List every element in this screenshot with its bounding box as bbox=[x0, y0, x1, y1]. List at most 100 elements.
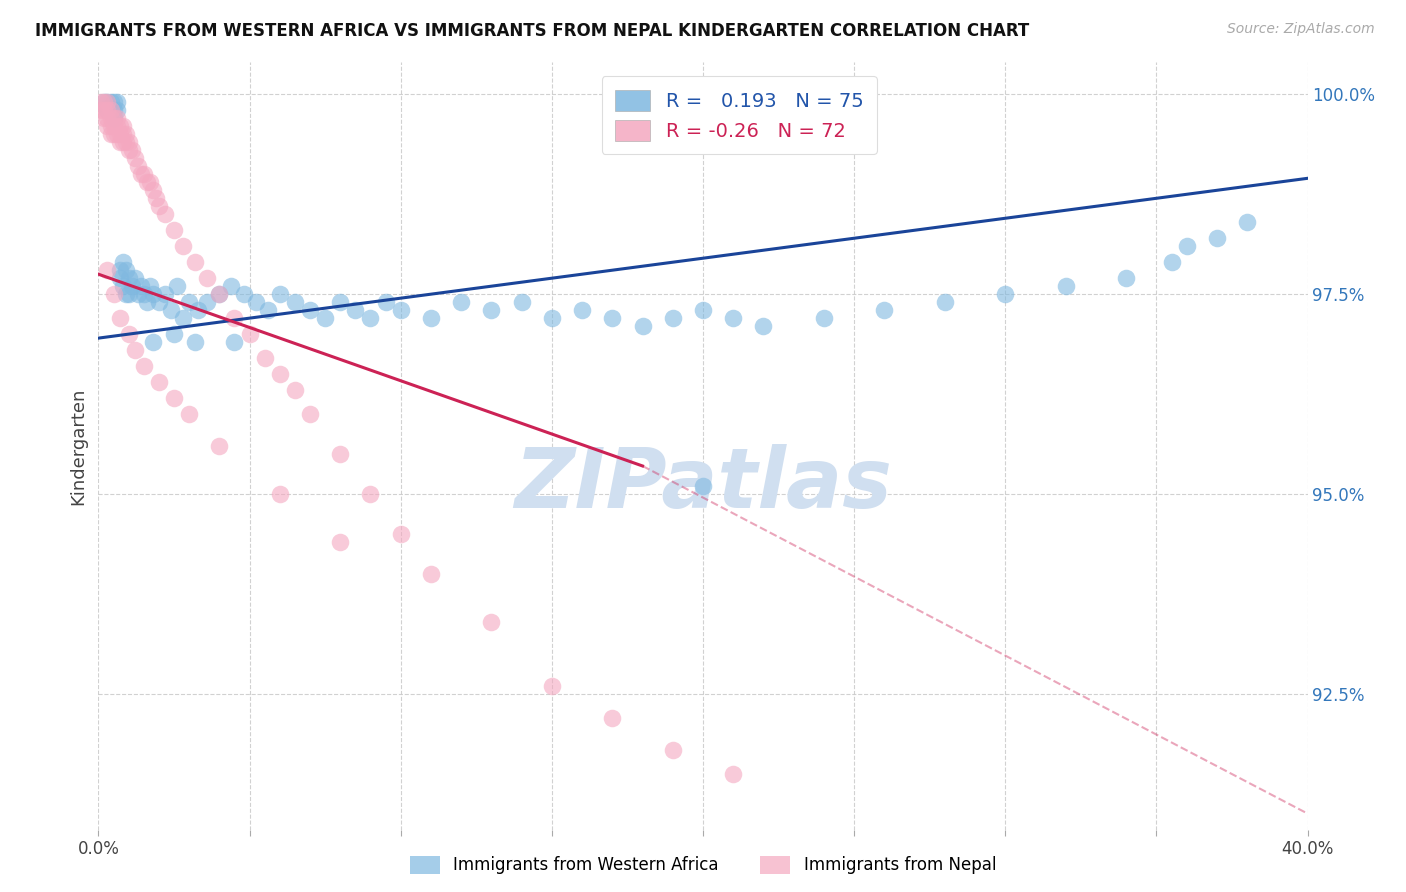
Point bbox=[994, 287, 1017, 301]
Point bbox=[239, 327, 262, 342]
Point bbox=[105, 128, 128, 142]
Point bbox=[114, 263, 136, 277]
Point bbox=[208, 287, 231, 301]
Point bbox=[631, 319, 654, 334]
Point bbox=[172, 311, 194, 326]
Point bbox=[96, 263, 118, 277]
Point bbox=[374, 295, 396, 310]
Point bbox=[450, 295, 472, 310]
Point bbox=[299, 407, 322, 421]
Point bbox=[163, 327, 186, 342]
Point bbox=[121, 279, 143, 293]
Point bbox=[148, 199, 170, 213]
Point bbox=[284, 295, 307, 310]
Point bbox=[105, 103, 128, 118]
Point bbox=[139, 279, 162, 293]
Point bbox=[145, 191, 167, 205]
Point bbox=[111, 120, 134, 134]
Point bbox=[111, 136, 134, 150]
Point bbox=[224, 335, 246, 350]
Point bbox=[148, 295, 170, 310]
Point bbox=[96, 112, 118, 126]
Point bbox=[148, 375, 170, 389]
Point bbox=[100, 95, 122, 110]
Point bbox=[142, 287, 165, 301]
Point bbox=[540, 679, 562, 693]
Point bbox=[269, 367, 291, 381]
Point bbox=[111, 255, 134, 269]
Point bbox=[118, 287, 141, 301]
Point bbox=[221, 279, 243, 293]
Point bbox=[111, 128, 134, 142]
Point bbox=[96, 120, 118, 134]
Point bbox=[360, 311, 382, 326]
Point bbox=[108, 271, 131, 285]
Point bbox=[90, 95, 112, 110]
Point bbox=[873, 303, 896, 318]
Point bbox=[118, 144, 141, 158]
Point bbox=[142, 183, 165, 197]
Point bbox=[163, 223, 186, 237]
Point bbox=[661, 742, 683, 756]
Point bbox=[284, 383, 307, 397]
Point bbox=[105, 120, 128, 134]
Point bbox=[1236, 215, 1258, 229]
Point bbox=[253, 351, 276, 365]
Point bbox=[108, 128, 131, 142]
Point bbox=[692, 303, 714, 318]
Point bbox=[172, 239, 194, 253]
Point bbox=[314, 311, 336, 326]
Point bbox=[124, 152, 146, 166]
Point bbox=[100, 103, 122, 118]
Point bbox=[118, 271, 141, 285]
Point bbox=[195, 295, 218, 310]
Point bbox=[132, 287, 155, 301]
Point bbox=[96, 95, 118, 110]
Point bbox=[118, 136, 141, 150]
Point bbox=[118, 327, 141, 342]
Point bbox=[103, 112, 125, 126]
Point bbox=[129, 279, 152, 293]
Point bbox=[187, 303, 209, 318]
Point bbox=[103, 103, 125, 118]
Point bbox=[1160, 255, 1182, 269]
Point bbox=[127, 287, 149, 301]
Point bbox=[114, 136, 136, 150]
Point bbox=[129, 167, 152, 181]
Point bbox=[1206, 231, 1229, 245]
Point bbox=[481, 615, 503, 629]
Point bbox=[108, 311, 131, 326]
Legend: R =   0.193   N = 75, R = -0.26   N = 72: R = 0.193 N = 75, R = -0.26 N = 72 bbox=[602, 76, 877, 154]
Point bbox=[602, 311, 624, 326]
Point bbox=[111, 279, 134, 293]
Point bbox=[96, 103, 118, 118]
Point bbox=[420, 566, 443, 581]
Point bbox=[329, 295, 352, 310]
Point bbox=[360, 487, 382, 501]
Point bbox=[93, 95, 115, 110]
Point bbox=[103, 287, 125, 301]
Point bbox=[184, 255, 207, 269]
Point bbox=[232, 287, 254, 301]
Point bbox=[105, 112, 128, 126]
Point bbox=[124, 343, 146, 358]
Point bbox=[96, 103, 118, 118]
Point bbox=[1054, 279, 1077, 293]
Point bbox=[723, 311, 745, 326]
Point bbox=[96, 95, 118, 110]
Point bbox=[103, 112, 125, 126]
Legend: Immigrants from Western Africa, Immigrants from Nepal: Immigrants from Western Africa, Immigran… bbox=[405, 851, 1001, 880]
Point bbox=[108, 263, 131, 277]
Point bbox=[114, 287, 136, 301]
Point bbox=[100, 103, 122, 118]
Text: Source: ZipAtlas.com: Source: ZipAtlas.com bbox=[1227, 22, 1375, 37]
Point bbox=[420, 311, 443, 326]
Point bbox=[195, 271, 218, 285]
Point bbox=[93, 112, 115, 126]
Point bbox=[481, 303, 503, 318]
Text: ZIPatlas: ZIPatlas bbox=[515, 444, 891, 524]
Point bbox=[127, 159, 149, 173]
Point bbox=[510, 295, 533, 310]
Point bbox=[142, 335, 165, 350]
Point bbox=[179, 295, 201, 310]
